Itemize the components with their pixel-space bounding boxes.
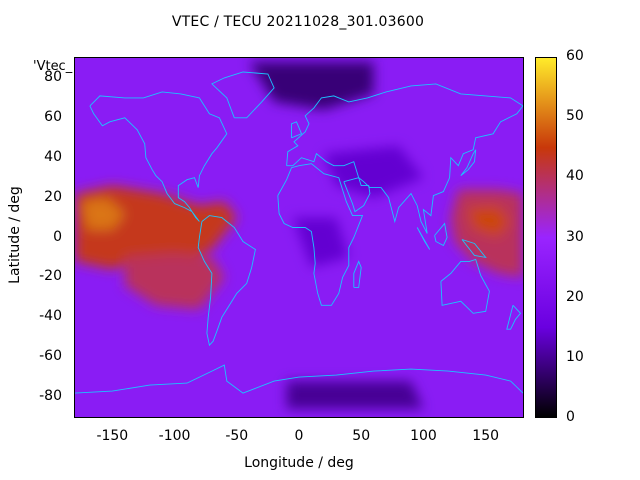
coastline: [89, 91, 228, 222]
coastline: [416, 227, 431, 250]
vtec-region: [467, 205, 511, 238]
coastline: [460, 149, 477, 177]
coastline: [277, 163, 364, 306]
vtec-region: [286, 381, 424, 409]
vtec-region: [249, 62, 374, 110]
vtec-region: [124, 253, 225, 310]
x-axis-label: Longitude / deg: [244, 455, 354, 471]
y-tick-label: -60: [39, 348, 62, 365]
vtec-region: [81, 197, 125, 230]
y-tick-label: 0: [53, 228, 62, 245]
y-tick-label: -40: [39, 308, 62, 325]
y-tick-label: 60: [44, 108, 62, 125]
coastline: [353, 260, 362, 288]
map-svg: [75, 58, 523, 417]
x-tick-label: 150: [472, 428, 500, 444]
chart-title: VTEC / TECU 20211028_301.03600: [171, 14, 425, 30]
colorbar-tick-label: 30: [566, 228, 584, 245]
colorbar-tick-label: 40: [566, 168, 584, 185]
x-tick-label: -50: [225, 428, 249, 444]
x-tick-label: 100: [410, 428, 437, 444]
colorbar-tick-label: 60: [566, 48, 584, 64]
x-tick-label: -100: [158, 428, 191, 444]
coastline: [434, 222, 448, 247]
coastlines: [75, 71, 523, 394]
coastline: [440, 258, 490, 314]
coastline: [75, 364, 523, 394]
y-tick-label: 80: [44, 68, 62, 85]
colorbar-tick-label: 50: [566, 108, 584, 125]
plot-label: 'Vtec_: [33, 59, 73, 74]
vtec-region: [292, 217, 349, 268]
y-tick-label: 20: [44, 188, 62, 205]
colorbar-tick-label: 20: [566, 288, 584, 305]
x-tick-label: 50: [352, 428, 371, 444]
colorbar-tick-label: 0: [566, 409, 575, 425]
x-tick-label: -150: [96, 428, 129, 444]
coastline: [211, 71, 275, 119]
colorbar: [535, 57, 557, 418]
y-tick-label: 40: [44, 148, 62, 165]
y-tick-label: -80: [39, 388, 62, 405]
vtec-map: [74, 57, 524, 418]
coastline: [291, 121, 303, 139]
coastline: [343, 177, 371, 213]
ionosphere-field: [75, 62, 523, 409]
colorbar-tick-label: 10: [566, 348, 584, 365]
coastline: [286, 83, 523, 234]
coastline: [506, 304, 522, 330]
coastline: [461, 239, 487, 259]
x-tick-label: 0: [294, 428, 304, 444]
y-tick-label: -20: [39, 268, 62, 285]
coastline: [197, 215, 256, 347]
vtec-region: [323, 145, 424, 198]
